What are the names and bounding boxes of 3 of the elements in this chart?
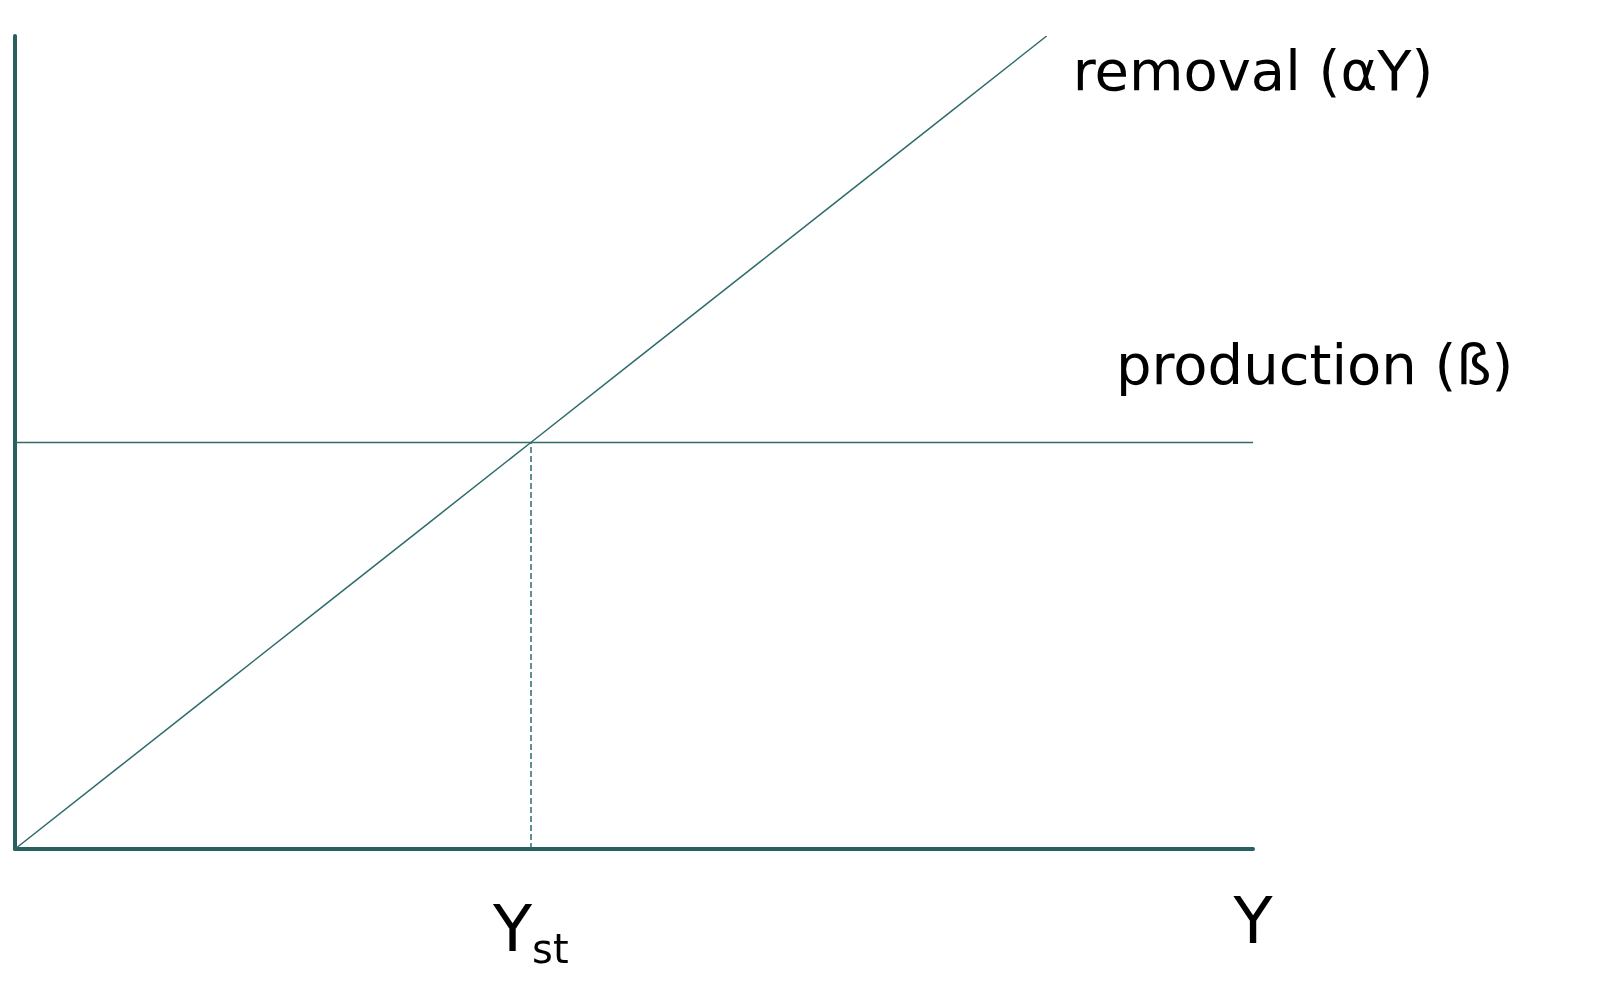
series-label: production (ß) <box>1116 332 1514 397</box>
x-tick-label: Y <box>1232 884 1274 958</box>
series-label: removal (αY) <box>1072 37 1434 103</box>
